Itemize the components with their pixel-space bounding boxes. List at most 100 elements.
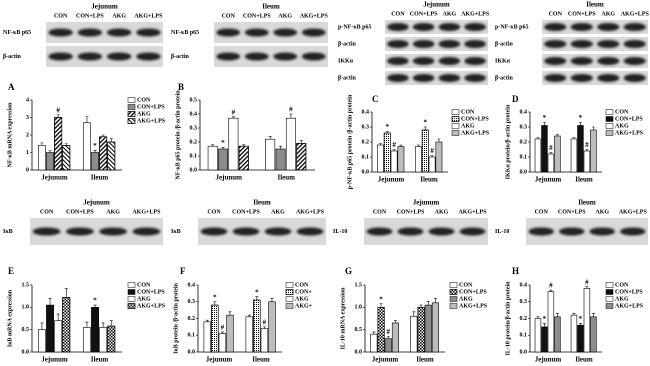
significance-mark: # — [585, 141, 589, 149]
bar — [431, 302, 439, 353]
legend-label: AKG+LPS — [615, 130, 644, 136]
error-bar — [40, 142, 44, 146]
blot-band — [132, 227, 161, 236]
blot-band — [65, 227, 94, 236]
bar — [428, 156, 436, 173]
legend-label: CON — [137, 97, 151, 103]
bar — [207, 145, 218, 171]
bar — [391, 322, 399, 353]
error-bar — [379, 303, 383, 308]
lane-label: AKG+LPS — [621, 11, 650, 17]
lane-label: CON — [40, 209, 54, 215]
legend-label: CON+LPS — [137, 104, 165, 110]
bar — [218, 333, 227, 353]
y-tick-label: 2 — [26, 132, 29, 138]
error-bar — [437, 138, 441, 142]
legend-label: AKG — [295, 296, 309, 302]
x-tick-label: Jejunum — [535, 176, 562, 184]
bar — [541, 125, 548, 173]
error-bar — [64, 143, 68, 146]
blot-title: Ileum — [262, 3, 280, 11]
error-bar — [48, 298, 52, 306]
blot-band — [48, 52, 73, 61]
blot-band — [589, 227, 616, 236]
blot-row-label: β-actin — [338, 41, 356, 47]
blot-band — [464, 74, 486, 82]
y-axis-label: NF-κB p65 protein /β-actin protein — [175, 90, 181, 180]
error-bar — [109, 138, 113, 142]
bar-pattern — [383, 132, 391, 173]
bar — [590, 129, 597, 173]
blot-band — [106, 28, 132, 37]
blot-band — [544, 74, 567, 82]
blot-band — [623, 40, 646, 48]
bar-pattern — [296, 143, 307, 171]
bar — [37, 145, 46, 171]
x-tick-label: Jejunum — [535, 356, 562, 364]
blot-title: Jejunum — [413, 199, 440, 207]
error-bar — [205, 319, 209, 322]
x-tick-label: Ileum — [91, 356, 109, 364]
y-axis-label: IKKα protein/β-actin protein — [505, 104, 511, 179]
error-bar — [426, 301, 430, 306]
y-tick-label: 0.0 — [188, 349, 196, 355]
y-axis-label: NF-κB mRNA expression — [7, 102, 13, 168]
blot-image — [385, 71, 488, 85]
bar — [583, 150, 591, 173]
legend-swatch — [605, 130, 614, 136]
legend-swatch — [449, 303, 458, 309]
bar — [46, 304, 54, 353]
bar — [46, 152, 54, 171]
legend-swatch — [285, 282, 294, 288]
legend-swatch-pattern — [285, 289, 294, 295]
blot-band — [597, 74, 620, 82]
blot-image — [385, 37, 488, 51]
error-bar — [109, 320, 113, 327]
lane-label: AKG — [595, 209, 609, 215]
error-bar — [416, 144, 420, 147]
blot-image — [542, 37, 648, 51]
lane-label: AKG+LPS — [134, 13, 163, 19]
error-bar — [392, 149, 396, 151]
bar — [435, 141, 443, 173]
blot-band — [387, 40, 409, 48]
significance-mark: * — [579, 114, 583, 122]
blot-band — [216, 52, 241, 61]
x-tick-label: Ileum — [278, 174, 296, 182]
blot-image — [46, 22, 163, 43]
blot-band — [136, 28, 161, 37]
legend-label: CON — [295, 282, 309, 288]
blot-title: Jejunum — [83, 199, 110, 207]
error-bar — [549, 152, 553, 154]
y-tick-label: 0.3 — [520, 299, 528, 305]
y-tick-label: 0.0 — [520, 349, 528, 355]
legend-swatch — [449, 282, 458, 288]
error-bar — [85, 321, 89, 328]
error-bar — [549, 289, 553, 292]
blot-band — [397, 227, 424, 236]
blot-row-label: IL-10 — [333, 229, 347, 235]
y-tick-label: 0.2 — [520, 316, 528, 322]
y-tick-label: 0.5 — [22, 327, 30, 333]
error-bar — [270, 298, 274, 302]
y-tick-label: 0.0 — [190, 167, 198, 173]
blot-band — [619, 227, 646, 236]
blot-band — [32, 227, 61, 236]
error-bar — [578, 323, 582, 326]
bar — [275, 148, 286, 171]
lane-label: CON+LPS — [410, 11, 438, 17]
blot-image — [385, 20, 488, 34]
error-bar — [279, 145, 283, 149]
legend-swatch — [285, 296, 294, 302]
bar-pattern — [238, 145, 249, 171]
lane-label: CON+LPS — [232, 209, 260, 215]
bar-pattern — [417, 307, 425, 353]
error-bar — [378, 143, 382, 145]
bar — [570, 314, 578, 353]
legend-label: CON+LPS — [461, 116, 489, 122]
panel-letter: F — [180, 266, 186, 276]
bar — [583, 288, 591, 353]
bar — [245, 316, 253, 353]
error-bar — [536, 316, 540, 319]
blot-band — [438, 57, 461, 65]
